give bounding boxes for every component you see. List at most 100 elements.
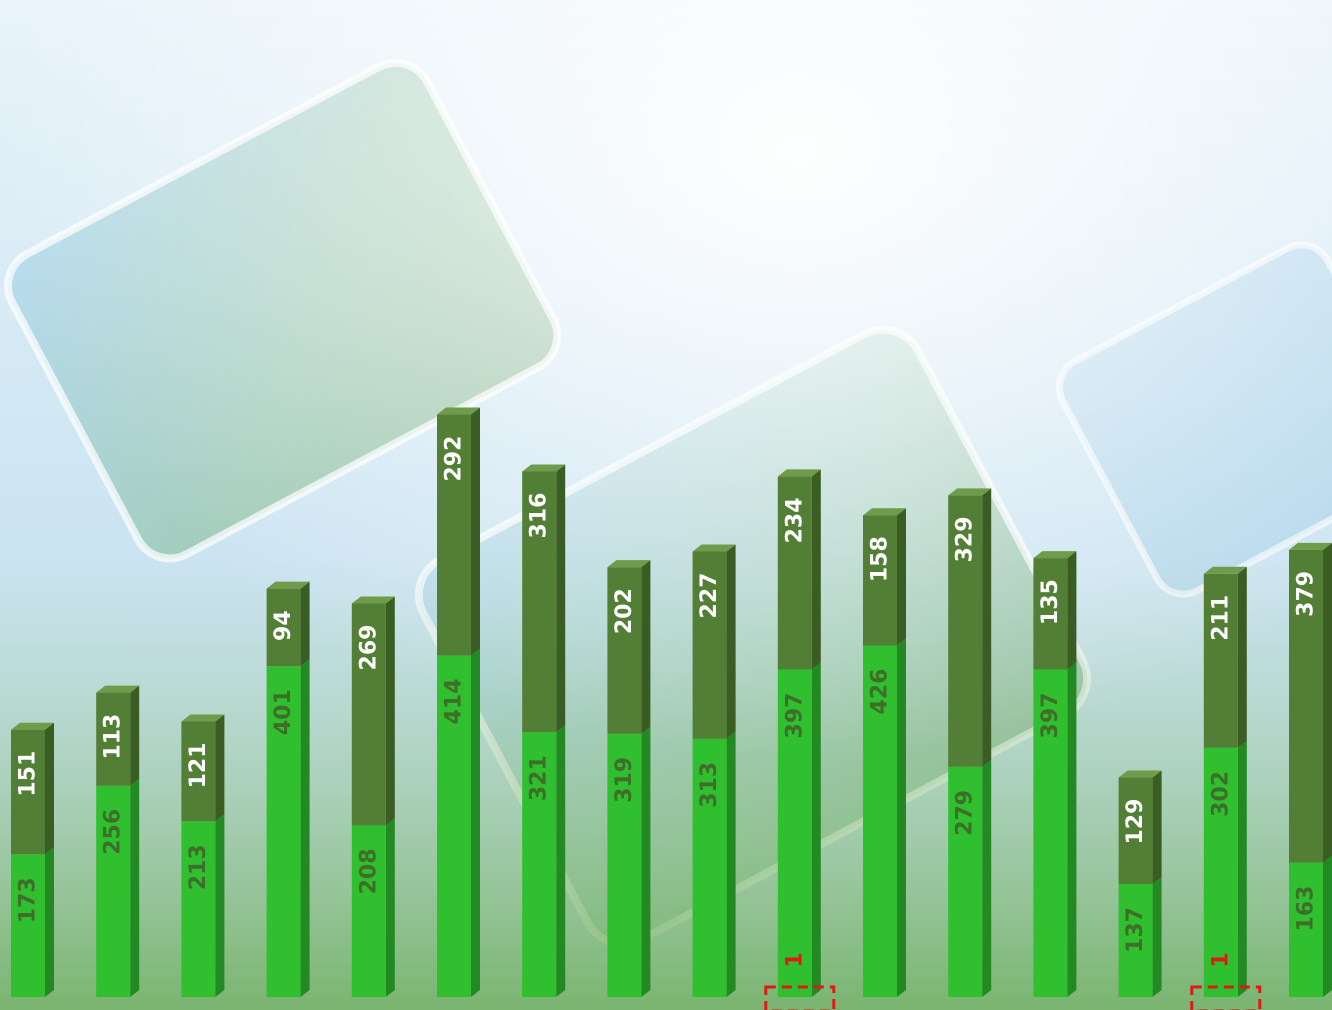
bar-top-11 [863,515,897,646]
annotation-2: 1 [1190,952,1262,1010]
bar-top-13-side [1067,551,1077,670]
value-label-top-9: 227 [697,573,722,619]
bar-top-8 [607,567,642,734]
bar-top-8-side [641,560,651,734]
bar-group-7: 321 316 [522,464,566,997]
value-label-top-5: 269 [356,625,381,671]
bar-bottom-4 [266,666,301,997]
bar-top-16-top [1289,542,1332,550]
bar-top-4-top [266,581,310,589]
bar-top-6-top [437,407,480,415]
value-label-bottom-3: 213 [186,844,211,890]
annotation-box-1 [764,985,836,1010]
bar-top-16-side [1323,542,1332,863]
bar-top-14-side [1152,770,1162,884]
bar-top-15-side [1237,566,1247,748]
bar-top-6 [437,414,471,656]
bar-bottom-13 [1033,669,1068,997]
value-label-top-7: 316 [527,493,552,539]
bar-bottom-6-side [471,648,480,997]
bar-bottom-11 [863,645,897,997]
bar-group-14: 137 129 [1118,770,1162,997]
value-label-top-2: 113 [101,714,126,760]
value-label-bottom-1: 173 [16,877,41,923]
bar-bottom-5-side [385,818,395,997]
value-label-bottom-9: 313 [697,762,722,808]
bar-top-7 [522,471,557,733]
bar-bottom-16-side [1323,855,1332,997]
value-label-bottom-5: 208 [356,848,381,894]
value-label-bottom-7: 321 [527,755,552,801]
value-label-bottom-12: 279 [953,790,978,836]
bar-group-2: 256 113 [96,685,140,997]
bar-group-12: 279 329 [948,488,992,997]
bar-top-3-top [181,714,225,722]
bar-group-15: 302 211 [1203,566,1247,997]
value-label-top-1: 151 [16,751,41,797]
value-label-top-10: 234 [782,497,807,543]
bar-bottom-9 [692,738,727,997]
bar-bottom-5 [351,825,386,997]
bar-group-10: 397 234 [777,469,821,997]
bars-layer: 173 151 256 113 213 121 401 94 208 269 414 292 321 31… [11,407,1332,1010]
annotation-label-1: 1 [782,952,807,967]
value-label-bottom-15: 302 [1208,771,1233,817]
bar-top-9-side [726,544,736,739]
bar-top-10-side [811,469,821,670]
bar-bottom-3-side [215,814,225,997]
bar-bottom-2 [96,785,131,997]
value-label-bottom-2: 256 [101,809,126,855]
bar-top-7-side [556,464,566,733]
bar-bottom-8 [607,733,642,997]
bar-bottom-12 [948,766,983,997]
bar-bottom-10 [777,669,812,997]
bar-top-11-side [897,508,906,646]
value-label-top-4: 94 [271,610,296,641]
bar-bottom-11-side [897,638,906,997]
bar-top-10 [777,476,812,670]
bar-bottom-3 [181,821,216,997]
bar-top-12 [948,495,983,767]
bar-top-15-top [1203,566,1247,574]
value-label-top-6: 292 [442,436,467,482]
bar-bottom-7 [522,732,557,997]
bar-bottom-14 [1118,883,1153,997]
bar-top-3-side [215,714,225,822]
bar-top-14 [1118,777,1153,884]
bar-group-6: 414 292 [437,407,480,997]
bar-bottom-9-side [726,731,736,997]
bar-bottom-6 [437,655,471,997]
value-label-top-14: 129 [1123,799,1148,845]
bar-group-16: 163 379 [1289,542,1332,997]
bar-group-3: 213 121 [181,714,225,997]
bar-bottom-13-side [1067,662,1077,997]
bar-top-15 [1203,573,1238,748]
bar-group-8: 319 202 [607,560,651,997]
annotation-box-2 [1190,985,1262,1010]
bar-top-9-top [692,544,736,552]
bar-top-5-side [385,596,395,826]
value-label-top-8: 202 [612,588,637,634]
bar-bottom-15-side [1237,740,1247,997]
bar-top-3 [181,721,216,822]
value-label-top-3: 121 [186,742,211,788]
bar-top-2-side [130,685,140,786]
bar-top-5-top [351,596,395,604]
value-label-top-13: 135 [1038,579,1063,625]
bar-bottom-4-side [300,659,310,997]
bar-top-13-top [1033,551,1077,559]
bar-bottom-15 [1203,747,1238,997]
bar-top-1-top [11,722,54,730]
bar-bottom-8-side [641,726,651,997]
value-label-top-11: 158 [868,536,893,582]
bar-top-5 [351,603,386,826]
bar-top-4-side [300,581,310,667]
annotation-label-2: 1 [1208,952,1233,967]
value-label-bottom-10: 397 [782,693,807,739]
bar-top-16 [1289,549,1323,863]
bar-top-9 [692,551,727,739]
bar-bottom-10-side [811,662,821,997]
bar-top-7-top [522,464,566,472]
